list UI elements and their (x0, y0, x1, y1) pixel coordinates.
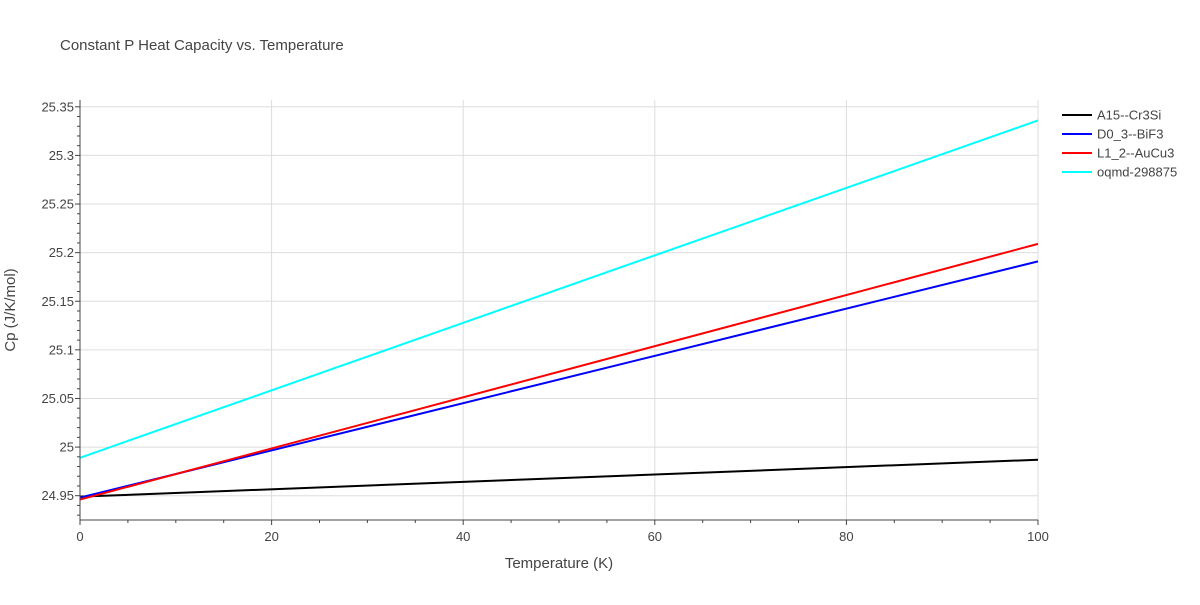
x-tick-label: 60 (648, 529, 662, 544)
y-tick-label: 25.35 (41, 99, 74, 114)
chart-title: Constant P Heat Capacity vs. Temperature (60, 37, 344, 54)
legend-item[interactable]: D0_3--BiF3 (1062, 127, 1163, 142)
legend-label: D0_3--BiF3 (1097, 127, 1163, 142)
x-tick-label: 100 (1027, 529, 1049, 544)
legend-item[interactable]: oqmd-298875 (1062, 165, 1177, 180)
legend-item[interactable]: A15--Cr3Si (1062, 108, 1161, 123)
legend-item[interactable]: L1_2--AuCu3 (1062, 146, 1174, 161)
series-layer (79, 119, 1039, 501)
series-line (79, 458, 1039, 498)
series-line (79, 242, 1039, 501)
x-tick-label: 40 (456, 529, 470, 544)
y-tick-label: 25 (60, 440, 74, 455)
legend: A15--Cr3Si D0_3--BiF3 L1_2--AuCu3 oqmd-2988… (1062, 108, 1177, 180)
y-tick-label: 25.15 (41, 294, 74, 309)
x-axis-title: Temperature (K) (505, 555, 613, 572)
x-tick-label: 20 (264, 529, 278, 544)
y-tick-label: 25.1 (49, 342, 74, 357)
y-tick-label: 25.25 (41, 197, 74, 212)
grid-layer (80, 100, 1039, 520)
y-tick-label: 25.3 (49, 148, 74, 163)
series-line (79, 260, 1039, 499)
series-line (79, 119, 1039, 459)
x-tick-label: 80 (839, 529, 853, 544)
x-tick-label: 0 (76, 529, 83, 544)
legend-label: A15--Cr3Si (1097, 108, 1161, 123)
y-tick-label: 24.95 (41, 488, 74, 503)
y-tick-label: 25.2 (49, 245, 74, 260)
y-tick-label: 25.05 (41, 391, 74, 406)
legend-label: L1_2--AuCu3 (1097, 146, 1174, 161)
legend-label: oqmd-298875 (1097, 165, 1177, 180)
axis-layer: 0 20 40 60 80 100 24.95 25 25.05 25.1 25.15 25.2 25.… (41, 99, 1048, 544)
y-axis-title: Cp (J/K/mol) (2, 268, 19, 351)
